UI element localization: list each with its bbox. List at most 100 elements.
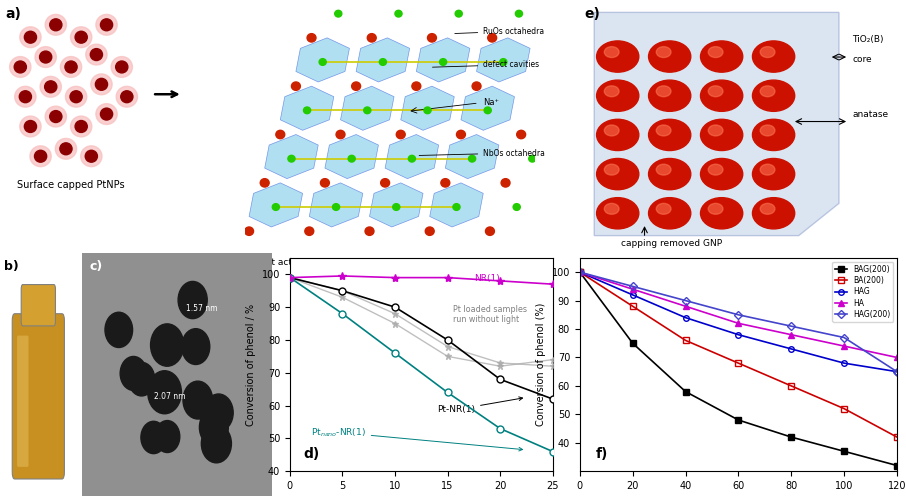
Circle shape (40, 76, 62, 97)
Circle shape (19, 91, 32, 103)
HA (786, 332, 796, 338)
Circle shape (35, 47, 56, 67)
Circle shape (708, 86, 723, 97)
Text: Na⁺: Na⁺ (483, 98, 499, 107)
Polygon shape (417, 38, 470, 82)
Circle shape (753, 80, 795, 112)
Circle shape (396, 130, 405, 139)
HA (839, 343, 850, 349)
Circle shape (319, 59, 326, 65)
Circle shape (111, 57, 132, 77)
Text: run without light: run without light (453, 315, 519, 324)
Circle shape (91, 74, 112, 95)
Circle shape (260, 179, 269, 187)
Text: b): b) (4, 260, 19, 273)
HA (574, 269, 585, 275)
Circle shape (753, 197, 795, 229)
Polygon shape (309, 183, 362, 227)
Circle shape (649, 159, 690, 190)
BA(200) (627, 303, 638, 309)
Circle shape (352, 82, 361, 90)
Circle shape (201, 425, 231, 463)
Circle shape (656, 164, 671, 175)
Text: Pt loaded samples: Pt loaded samples (453, 305, 526, 314)
Circle shape (365, 227, 374, 236)
Circle shape (656, 47, 671, 58)
Circle shape (409, 155, 416, 162)
Circle shape (700, 159, 743, 190)
Text: Surface capped PtNPs: Surface capped PtNPs (17, 181, 125, 190)
Line: HA: HA (577, 269, 900, 360)
Circle shape (304, 107, 311, 114)
HAG (574, 269, 585, 275)
Circle shape (487, 34, 496, 42)
Text: anatase: anatase (853, 110, 889, 119)
Circle shape (596, 159, 639, 190)
BA(200) (892, 434, 902, 440)
Circle shape (501, 179, 510, 187)
BA(200) (786, 383, 796, 389)
Circle shape (101, 108, 112, 120)
Circle shape (453, 204, 460, 210)
HA (892, 355, 902, 361)
Circle shape (428, 34, 437, 42)
Circle shape (484, 107, 491, 114)
Polygon shape (594, 12, 839, 236)
Circle shape (148, 371, 181, 414)
Circle shape (468, 155, 476, 162)
Circle shape (441, 179, 449, 187)
Text: capping removed GNP: capping removed GNP (621, 239, 722, 248)
Circle shape (273, 204, 279, 210)
BAG(200) (627, 340, 638, 346)
Circle shape (321, 179, 330, 187)
HAG (733, 332, 744, 338)
Circle shape (395, 10, 402, 17)
Polygon shape (477, 38, 530, 82)
Circle shape (700, 80, 743, 112)
HAG(200) (892, 369, 902, 374)
Circle shape (96, 14, 117, 35)
HA (733, 320, 744, 326)
HAG(200) (786, 323, 796, 329)
Polygon shape (461, 86, 515, 130)
Text: defect cavities: defect cavities (432, 60, 539, 69)
Circle shape (760, 86, 775, 97)
Polygon shape (356, 38, 410, 82)
Circle shape (604, 164, 619, 175)
Circle shape (200, 397, 227, 433)
Polygon shape (429, 183, 483, 227)
Circle shape (61, 57, 82, 77)
Circle shape (65, 86, 87, 107)
HAG(200) (574, 269, 585, 275)
Circle shape (292, 82, 301, 90)
Text: Pt-NR(1): Pt-NR(1) (437, 397, 523, 414)
Circle shape (75, 31, 87, 43)
Circle shape (596, 80, 639, 112)
Text: TiO₂(B): TiO₂(B) (853, 35, 884, 44)
Circle shape (96, 104, 117, 124)
Circle shape (95, 78, 108, 90)
FancyBboxPatch shape (21, 285, 55, 326)
BA(200) (574, 269, 585, 275)
Circle shape (604, 86, 619, 97)
Circle shape (307, 34, 316, 42)
Circle shape (45, 106, 66, 127)
Circle shape (760, 125, 775, 136)
Text: NbOs octahedra: NbOs octahedra (419, 148, 545, 158)
Circle shape (708, 47, 723, 58)
Circle shape (380, 59, 387, 65)
Line: BAG(200): BAG(200) (577, 269, 900, 468)
FancyBboxPatch shape (17, 336, 28, 467)
Circle shape (91, 49, 102, 61)
Polygon shape (385, 134, 439, 179)
Y-axis label: Conversion of phenol / %: Conversion of phenol / % (246, 304, 256, 426)
Circle shape (182, 329, 210, 365)
Circle shape (760, 164, 775, 175)
Circle shape (50, 19, 62, 31)
Circle shape (649, 119, 690, 151)
Circle shape (700, 197, 743, 229)
Circle shape (55, 138, 77, 159)
Circle shape (486, 227, 495, 236)
Text: Pt$_{nano}$-NR(1): Pt$_{nano}$-NR(1) (311, 426, 523, 451)
Polygon shape (296, 38, 350, 82)
